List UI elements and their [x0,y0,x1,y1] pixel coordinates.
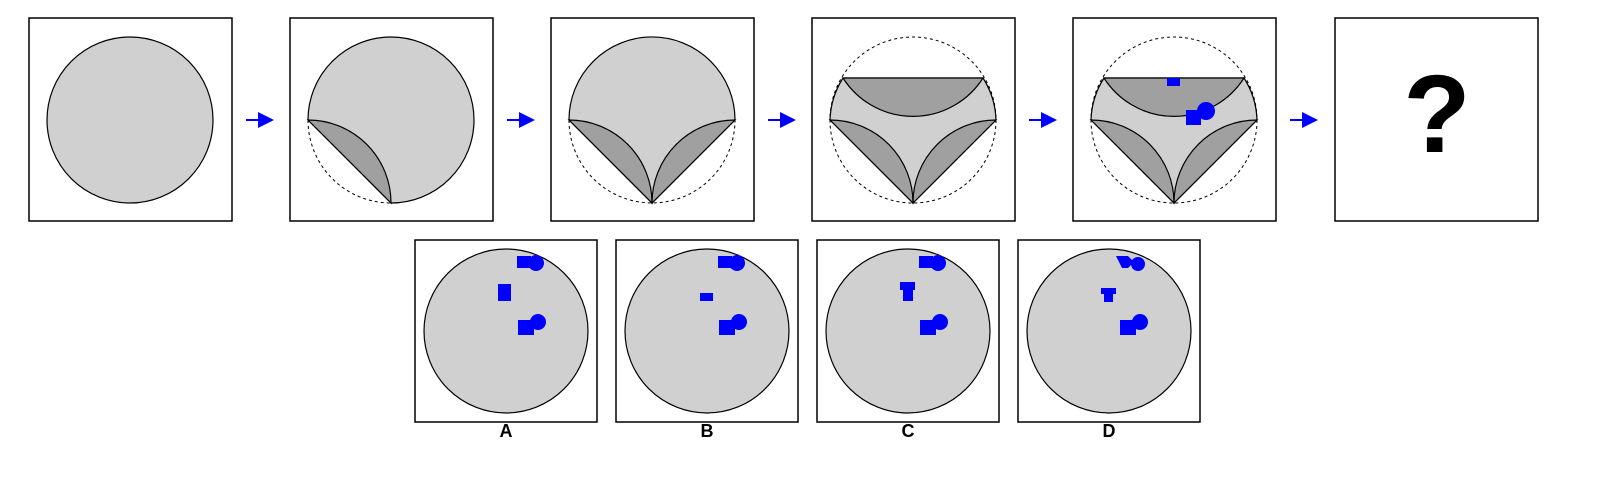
option-d-figure[interactable] [1017,239,1201,423]
panel-2-circle-remainder [307,36,475,204]
option-c-label[interactable]: C [901,421,915,441]
panel-3-flap-left [567,119,653,205]
panel-3-missing-outline [568,119,736,204]
panel-4-flap-left [828,119,914,205]
panel-4-flap-top [841,77,985,118]
panel-4-flap-right [912,119,998,205]
panel-5-flap-left [1089,119,1175,205]
option-a-label[interactable]: A [499,421,513,441]
option-a-holes [498,255,546,335]
sequence-panel-4 [811,17,1016,222]
question-mark: ? [1403,53,1471,176]
option-c-figure[interactable] [816,239,1000,423]
sequence-panel-5 [1072,17,1277,222]
option-a-figure[interactable] [414,239,598,423]
option-b-figure[interactable] [615,239,799,423]
sequence-panel-2 [289,17,494,222]
panel-5-hole-square [1186,110,1201,125]
panel-5-flap-right [1173,119,1259,205]
option-d-holes [1101,256,1148,335]
panel-5-hole-circle [1197,102,1215,120]
option-d-label[interactable]: D [1102,421,1116,441]
panel-3-circle-remainder [568,36,736,204]
sequence-panel-6 [1334,17,1539,222]
panel-1-circle [46,36,214,204]
panel-2-folded-flap [306,119,392,205]
panel-5-hole-small-rect [1167,78,1180,86]
sequence-panel-1 [28,17,233,222]
option-b-holes [700,255,747,335]
sequence-panel-3 [550,17,755,222]
option-b-label[interactable]: B [700,421,714,441]
panel-3-flap-right [651,119,737,205]
option-c-holes [900,255,948,335]
